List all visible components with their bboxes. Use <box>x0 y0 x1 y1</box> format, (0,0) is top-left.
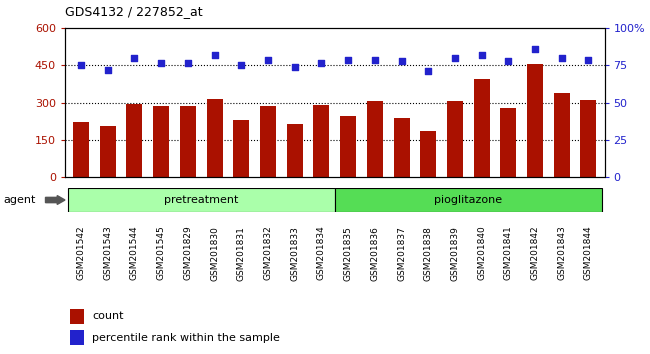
Text: GDS4132 / 227852_at: GDS4132 / 227852_at <box>65 5 203 18</box>
Bar <box>70 309 84 324</box>
Point <box>129 55 140 61</box>
Text: GSM201544: GSM201544 <box>130 226 139 280</box>
Bar <box>313 105 330 177</box>
Point <box>76 63 86 68</box>
Bar <box>527 64 543 177</box>
Bar <box>233 120 250 177</box>
Bar <box>393 118 410 177</box>
Point <box>343 57 354 62</box>
Bar <box>335 188 602 212</box>
Text: GSM201829: GSM201829 <box>183 226 192 280</box>
Point <box>450 55 460 61</box>
Bar <box>68 188 335 212</box>
Bar <box>180 106 196 177</box>
Point <box>370 57 380 62</box>
Bar <box>127 104 142 177</box>
Text: GSM201842: GSM201842 <box>530 226 540 280</box>
Bar <box>70 330 84 345</box>
Text: GSM201839: GSM201839 <box>450 225 460 281</box>
Point <box>156 60 166 65</box>
Text: pioglitazone: pioglitazone <box>434 195 502 205</box>
Bar <box>447 102 463 177</box>
Point <box>209 52 220 58</box>
Point <box>263 57 273 62</box>
Bar <box>580 100 597 177</box>
Point <box>289 64 300 70</box>
Text: GSM201542: GSM201542 <box>77 226 86 280</box>
Point <box>183 60 193 65</box>
Point <box>396 58 407 64</box>
Text: count: count <box>92 311 124 321</box>
Point <box>556 55 567 61</box>
Text: GSM201841: GSM201841 <box>504 226 513 280</box>
Text: GSM201840: GSM201840 <box>477 226 486 280</box>
Text: pretreatment: pretreatment <box>164 195 239 205</box>
Point <box>583 57 593 62</box>
Text: GSM201837: GSM201837 <box>397 225 406 281</box>
Bar <box>367 102 383 177</box>
Bar <box>420 131 436 177</box>
Text: GSM201830: GSM201830 <box>210 225 219 281</box>
Point <box>103 67 113 73</box>
Bar <box>287 124 303 177</box>
Point <box>236 63 246 68</box>
Point <box>423 69 434 74</box>
Text: percentile rank within the sample: percentile rank within the sample <box>92 332 280 343</box>
Point <box>503 58 514 64</box>
Text: GSM201833: GSM201833 <box>290 225 299 281</box>
Point <box>530 46 540 52</box>
Text: GSM201835: GSM201835 <box>344 225 352 281</box>
Bar <box>500 108 516 177</box>
Text: GSM201834: GSM201834 <box>317 226 326 280</box>
Bar <box>474 79 489 177</box>
Text: GSM201838: GSM201838 <box>424 225 433 281</box>
Text: agent: agent <box>3 195 36 205</box>
Bar <box>99 126 116 177</box>
Text: GSM201844: GSM201844 <box>584 226 593 280</box>
Bar <box>153 106 169 177</box>
Point <box>316 60 326 65</box>
Text: GSM201832: GSM201832 <box>263 226 272 280</box>
Point <box>476 52 487 58</box>
Bar <box>340 116 356 177</box>
Bar <box>73 122 89 177</box>
Bar <box>207 99 222 177</box>
Bar <box>260 106 276 177</box>
Text: GSM201843: GSM201843 <box>557 226 566 280</box>
Text: GSM201836: GSM201836 <box>370 225 380 281</box>
Text: GSM201831: GSM201831 <box>237 225 246 281</box>
Bar <box>554 93 570 177</box>
Text: GSM201543: GSM201543 <box>103 226 112 280</box>
Text: GSM201545: GSM201545 <box>157 226 166 280</box>
